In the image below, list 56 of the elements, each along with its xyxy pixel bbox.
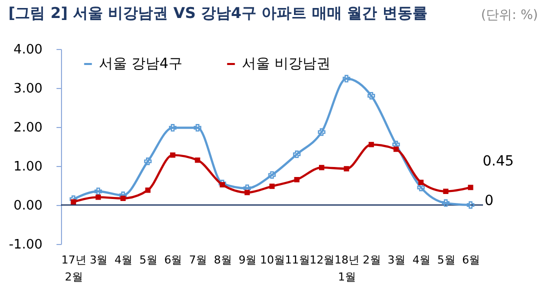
x-tick-label: 18년 1월 <box>334 254 360 284</box>
point <box>293 150 301 158</box>
x-tick-label: 10월 <box>260 254 285 266</box>
x-tick-label: 5월 <box>139 254 158 266</box>
x-tick-label: 9월 <box>238 254 257 266</box>
point <box>294 177 300 182</box>
point <box>94 188 102 196</box>
x-tick-label: 6월 <box>462 254 480 266</box>
x-tick-label: 17년 2월 <box>61 254 86 284</box>
text: (단위: %) <box>480 7 538 24</box>
point <box>120 196 126 202</box>
point <box>70 199 76 205</box>
data-label: 0.45 <box>482 153 514 170</box>
x-tick-label: 4월 <box>114 254 133 266</box>
x-tick-label: 3월 <box>388 254 406 266</box>
point <box>244 190 250 196</box>
point <box>220 182 225 188</box>
point <box>418 180 424 186</box>
y-tick-label: -1.00 <box>8 238 42 252</box>
point <box>96 194 101 200</box>
point <box>344 166 350 172</box>
y-tick-label: 2.00 <box>14 120 42 136</box>
legend-label: 서울 강남4구 <box>99 56 182 72</box>
point <box>442 199 450 207</box>
x-tick-label: 4월 <box>412 254 430 266</box>
point <box>170 152 176 158</box>
point <box>368 92 376 100</box>
point <box>145 188 151 193</box>
point <box>318 128 326 136</box>
point <box>168 124 176 132</box>
x-tick-label: 6월 <box>164 254 182 266</box>
point <box>443 188 448 194</box>
point <box>144 158 152 166</box>
point <box>342 74 350 82</box>
chart-title: [그림 2] 서울 비강남권 VS 강남4구 아파트 매매 월간 변동률 <box>8 4 428 22</box>
x-tick-label: 2월 <box>362 254 381 266</box>
point <box>269 184 275 189</box>
x-tick-label: 7월 <box>189 254 208 266</box>
y-tick-label: 1.00 <box>14 160 42 174</box>
y-tick-label: 3.00 <box>14 82 42 96</box>
x-tick-label: 12월 <box>310 254 335 266</box>
point <box>393 146 399 152</box>
x-tick-label: 11월 <box>284 254 310 266</box>
legend-label: 서울 비강남권 <box>242 56 330 72</box>
y-tick-label: 0.00 <box>14 198 42 214</box>
x-tick-label: 5월 <box>437 254 456 266</box>
data-label: 0 <box>484 193 494 209</box>
point <box>319 164 324 170</box>
x-tick-label: 3월 <box>90 254 108 266</box>
point <box>466 201 474 209</box>
point <box>368 142 374 148</box>
y-tick-label: 4.00 <box>14 42 42 58</box>
point <box>194 158 200 163</box>
x-tick-label: 8월 <box>214 254 232 266</box>
point <box>268 171 276 179</box>
point <box>194 124 202 132</box>
